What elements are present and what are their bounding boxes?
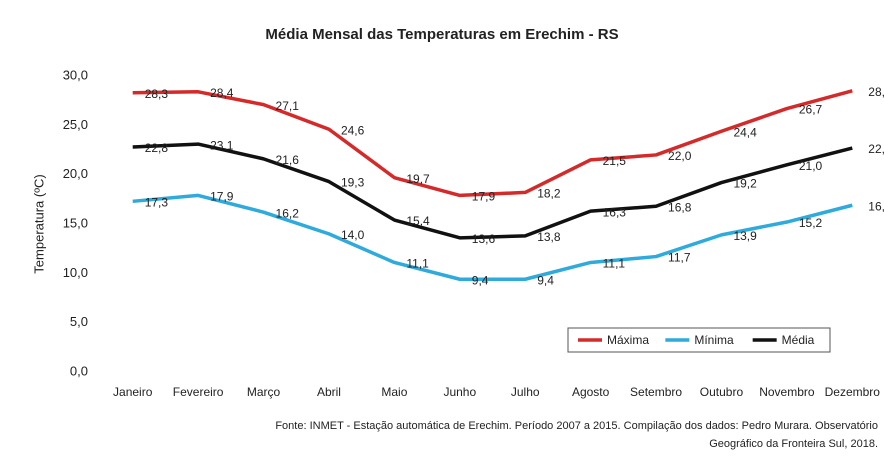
data-label: 22,7 xyxy=(868,142,884,156)
data-label: 21,0 xyxy=(799,159,823,173)
data-label: 16,2 xyxy=(276,206,300,220)
chart-title: Média Mensal das Temperaturas em Erechim… xyxy=(265,26,618,43)
data-label: 26,7 xyxy=(799,103,823,117)
legend-box xyxy=(567,327,831,353)
x-tick-label: Novembro xyxy=(759,385,815,399)
y-tick-label: 5,0 xyxy=(70,314,88,329)
y-tick-label: 25,0 xyxy=(63,117,88,132)
data-label: 28,4 xyxy=(210,86,234,100)
y-tick-label: 20,0 xyxy=(63,166,88,181)
data-label: 11,7 xyxy=(668,251,691,265)
data-label: 24,4 xyxy=(733,125,757,139)
x-tick-label: Março xyxy=(247,385,281,399)
data-label: 17,9 xyxy=(210,190,234,204)
data-label: 19,3 xyxy=(341,176,365,190)
data-label: 14,0 xyxy=(341,228,365,242)
x-tick-label: Dezembro xyxy=(825,385,881,399)
y-axis-label: Temperatura (ºC) xyxy=(31,174,46,273)
legend-label: Média xyxy=(782,333,815,347)
data-label: 15,4 xyxy=(406,214,430,228)
data-label: 27,1 xyxy=(276,99,300,113)
series-line xyxy=(132,89,853,198)
data-label: 21,6 xyxy=(276,153,300,167)
y-tick-label: 10,0 xyxy=(63,265,88,280)
data-label: 18,2 xyxy=(537,187,561,201)
source-note: Geográfico da Fronteira Sul, 2018. xyxy=(709,438,878,450)
data-label: 22,8 xyxy=(145,141,169,155)
x-tick-label: Janeiro xyxy=(113,385,153,399)
data-label: 21,5 xyxy=(603,154,627,168)
data-label: 19,2 xyxy=(733,177,757,191)
data-label: 17,9 xyxy=(472,190,496,204)
x-tick-label: Agosto xyxy=(572,385,610,399)
y-tick-label: 30,0 xyxy=(63,67,88,82)
data-label: 15,2 xyxy=(799,216,823,230)
x-tick-label: Julho xyxy=(511,385,540,399)
x-tick-label: Setembro xyxy=(630,385,682,399)
data-label: 9,4 xyxy=(472,273,489,287)
data-label: 11,1 xyxy=(603,257,626,271)
data-label: 9,4 xyxy=(537,273,554,287)
x-tick-label: Fevereiro xyxy=(173,385,224,399)
legend-label: Mínima xyxy=(694,333,734,347)
data-label: 13,6 xyxy=(472,232,496,246)
data-label: 19,7 xyxy=(406,172,430,186)
data-label: 28,3 xyxy=(145,87,169,101)
data-label: 22,0 xyxy=(668,149,692,163)
data-label: 13,8 xyxy=(537,230,561,244)
y-tick-label: 0,0 xyxy=(70,363,88,378)
data-label: 16,8 xyxy=(668,200,692,214)
data-label: 24,6 xyxy=(341,123,365,137)
series-line xyxy=(132,193,853,282)
x-tick-label: Maio xyxy=(381,385,407,399)
data-label: 17,3 xyxy=(145,195,169,209)
data-label: 11,1 xyxy=(406,257,429,271)
data-label: 28,5 xyxy=(868,85,884,99)
data-label: 16,3 xyxy=(603,205,627,219)
source-note: Fonte: INMET - Estação automática de Ere… xyxy=(275,420,878,432)
series-line xyxy=(132,142,853,240)
data-label: 23,1 xyxy=(210,138,234,152)
x-tick-label: Junho xyxy=(443,385,476,399)
legend-label: Máxima xyxy=(607,333,649,347)
y-tick-label: 15,0 xyxy=(63,215,88,230)
data-label: 16,9 xyxy=(868,199,884,213)
data-label: 13,9 xyxy=(733,229,757,243)
x-tick-label: Outubro xyxy=(700,385,744,399)
x-tick-label: Abril xyxy=(317,385,341,399)
